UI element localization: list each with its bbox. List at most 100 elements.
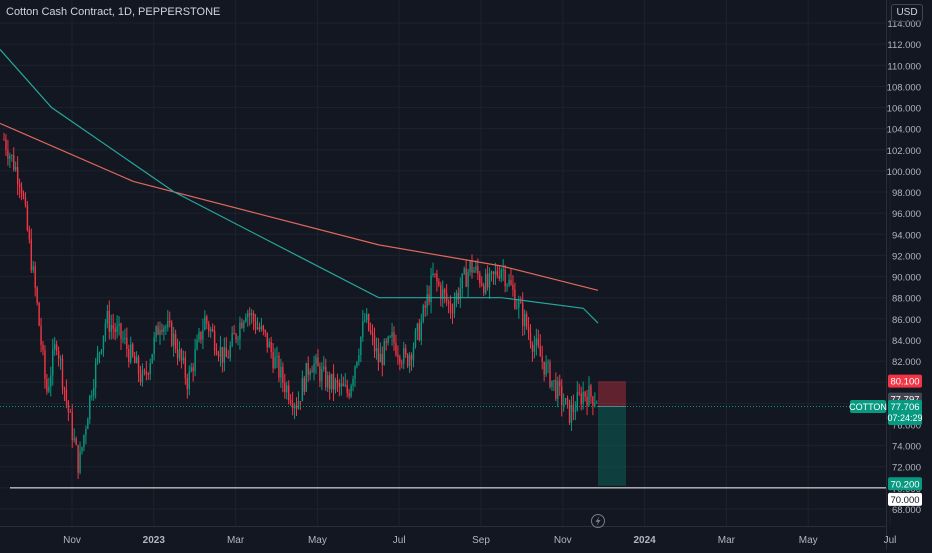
position-target-zone[interactable] [598, 406, 626, 486]
candle-body [16, 167, 19, 184]
candle-body [98, 352, 101, 354]
candle-body [196, 339, 198, 350]
price-tick-label: 84.000 [892, 336, 921, 347]
candle-body [169, 320, 171, 323]
candle-body [356, 361, 358, 367]
candle-body [206, 316, 208, 324]
candle-body [157, 326, 159, 335]
candle-body [590, 385, 592, 397]
candle-body [381, 353, 383, 365]
candle-body [403, 348, 405, 364]
candle-body [112, 325, 114, 329]
price-tick-label: 74.000 [892, 442, 921, 453]
candle-body [250, 313, 253, 316]
time-tick-label: Jul [393, 535, 406, 546]
candle-body [531, 344, 534, 352]
candle-body [28, 229, 31, 240]
candle-body [93, 387, 95, 396]
candle-body [440, 285, 442, 299]
candle-body [282, 366, 284, 384]
candle-body [204, 316, 206, 330]
candle-body [535, 338, 538, 346]
candle-body [194, 349, 196, 371]
candle-body [444, 289, 446, 294]
candle-body [447, 301, 450, 304]
lightning-icon[interactable] [591, 514, 605, 528]
candle-body [40, 325, 42, 345]
price-marker-label: 70.000 [890, 495, 919, 506]
candle-body [371, 332, 374, 336]
candle-body [467, 272, 469, 287]
candle-body [149, 363, 151, 375]
candle-body [303, 378, 305, 392]
candle-body [202, 329, 204, 340]
candle-body [594, 403, 596, 406]
candle-body [252, 313, 255, 322]
candle-body [26, 204, 29, 230]
symbol-title[interactable]: Cotton Cash Contract, 1D, PEPPERSTONE [6, 6, 221, 18]
candle-body [562, 404, 565, 406]
candle-body [272, 352, 274, 369]
candle-body [133, 355, 136, 364]
candle-body [165, 327, 167, 329]
candle-body [340, 383, 343, 387]
candle-body [520, 301, 522, 303]
candle-body [377, 348, 380, 363]
candle-body [245, 317, 247, 322]
candle-body [336, 380, 339, 383]
candle-body [438, 281, 440, 286]
candle-body [301, 378, 304, 402]
candle-body [247, 313, 249, 318]
position-stop-zone[interactable] [598, 381, 626, 407]
candle-body [561, 386, 563, 405]
candle-body [289, 400, 292, 404]
candle-body [155, 326, 157, 338]
candle-body [405, 348, 407, 355]
candle-body [541, 356, 543, 362]
candle-body [172, 333, 175, 346]
candle-body [395, 343, 397, 355]
candle-body [311, 371, 313, 373]
candle-body [258, 327, 261, 330]
candle-body [284, 383, 286, 393]
candle-body [473, 270, 475, 273]
candle-body [414, 330, 417, 348]
time-tick-label: 2023 [143, 535, 166, 546]
candle-body [91, 395, 93, 397]
candle-body [229, 345, 231, 359]
candle-body [24, 197, 27, 205]
candle-body [69, 411, 71, 413]
candle-body [502, 269, 504, 271]
candle-body [582, 391, 584, 405]
candle-body [375, 348, 378, 352]
candle-body [108, 310, 110, 332]
candle-body [153, 337, 155, 355]
candle-body [278, 355, 280, 378]
candle-body [75, 438, 77, 445]
candle-body [81, 447, 83, 452]
candle-body [48, 386, 50, 392]
candle-body [338, 382, 341, 387]
currency-button[interactable]: USD [891, 4, 923, 22]
candle-body [523, 313, 526, 326]
candle-body [309, 371, 311, 375]
candle-body [34, 266, 36, 288]
candle-body [350, 385, 352, 397]
candle-body [518, 301, 520, 308]
candle-body [210, 329, 212, 332]
candle-body [184, 357, 187, 379]
candle-body [124, 337, 126, 339]
candle-body [328, 375, 331, 390]
candle-body [208, 323, 210, 332]
moving-average-teal [0, 49, 599, 324]
candle-body [46, 379, 48, 392]
candle-body [342, 383, 344, 386]
price-tick-label: 110.000 [887, 61, 921, 72]
candle-body [225, 347, 227, 358]
candle-body [243, 321, 245, 328]
candle-body [576, 392, 578, 411]
candle-body [391, 332, 393, 337]
candle-body [233, 333, 235, 335]
